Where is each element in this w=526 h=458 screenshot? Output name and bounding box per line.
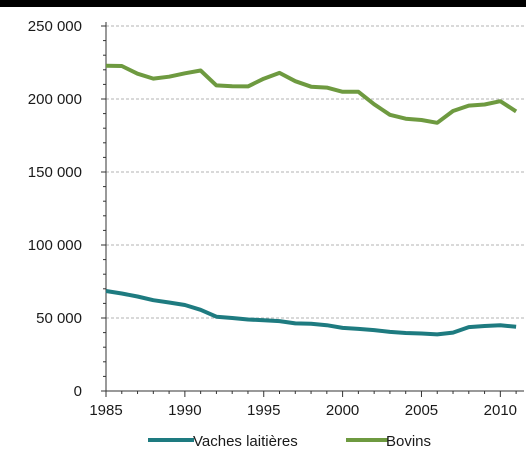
series-line-vaches-laitieres xyxy=(105,289,517,337)
grid-lines xyxy=(106,25,524,319)
y-axis-ticks: 0 50 000 100 000 150 000 200 000 250 000 xyxy=(28,18,106,400)
x-tick-label: 2005 xyxy=(405,402,438,419)
legend-label: Bovins xyxy=(386,433,431,450)
top-rule xyxy=(0,0,526,7)
x-tick-label: 1990 xyxy=(168,402,201,419)
y-tick-label: 100 000 xyxy=(28,237,82,254)
y-tick-label: 150 000 xyxy=(28,164,82,181)
x-axis-ticks: 1985 1990 1995 2000 2005 2010 xyxy=(89,391,517,419)
series-lines xyxy=(105,63,518,337)
x-tick-label: 2000 xyxy=(326,402,359,419)
x-tick-label: 1995 xyxy=(247,402,280,419)
x-tick-label: 2010 xyxy=(484,402,517,419)
y-tick-label: 50 000 xyxy=(36,310,82,327)
y-tick-label: 250 000 xyxy=(28,18,82,35)
legend-label: Vaches laitières xyxy=(193,433,298,450)
legend: Vaches laitières Bovins xyxy=(148,433,431,450)
axes xyxy=(105,22,524,392)
series-line-bovins xyxy=(105,63,518,125)
y-tick-label: 200 000 xyxy=(28,91,82,108)
y-tick-label: 0 xyxy=(74,383,82,400)
x-tick-label: 1985 xyxy=(89,402,122,419)
